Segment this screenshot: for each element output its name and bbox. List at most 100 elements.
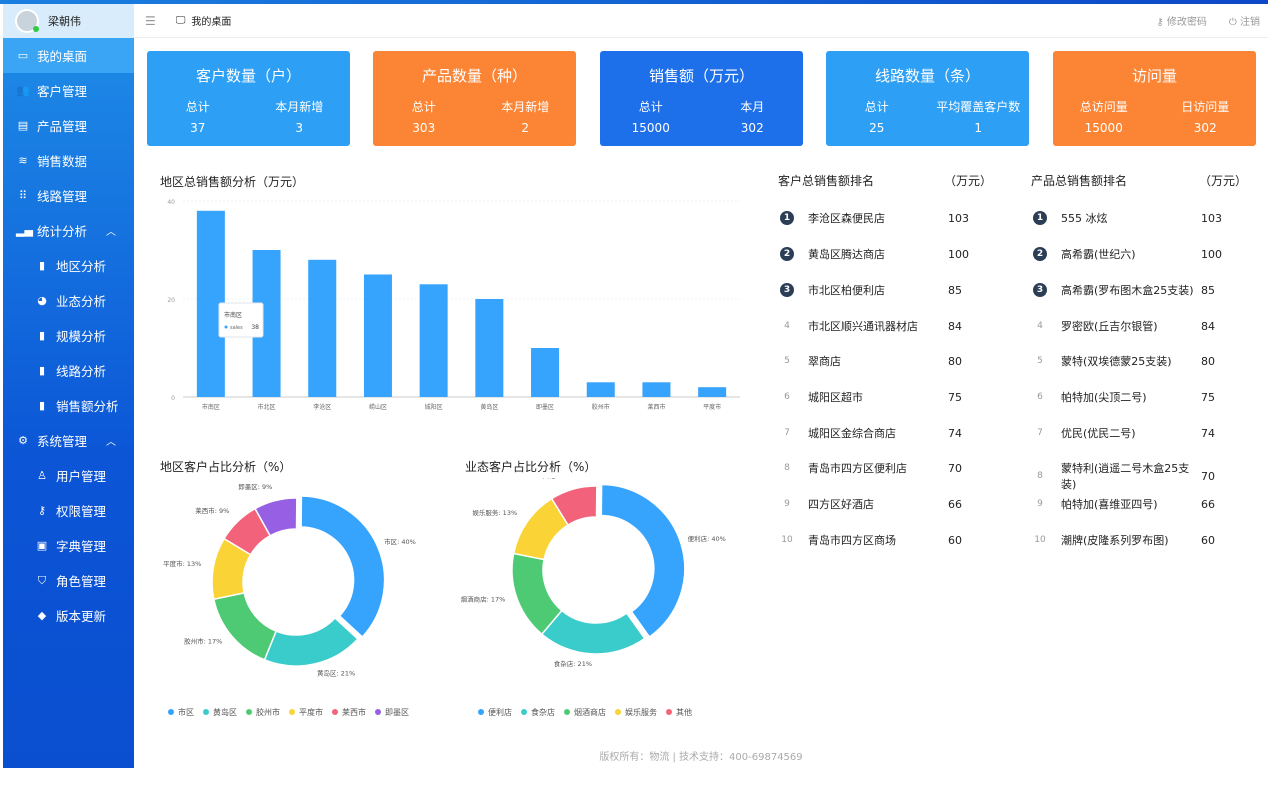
breadcrumb[interactable]: 🖵 我的桌面 bbox=[176, 13, 232, 28]
donut-slice[interactable] bbox=[254, 497, 298, 537]
donut-slice[interactable] bbox=[300, 495, 386, 639]
change-password-label: 修改密码 bbox=[1166, 17, 1207, 28]
bar[interactable] bbox=[363, 274, 392, 398]
donut-slice[interactable] bbox=[550, 485, 598, 527]
legend-item[interactable]: 黄岛区 bbox=[203, 707, 237, 718]
legend-dot-icon bbox=[666, 709, 672, 715]
x-tick-label: 即墨区 bbox=[536, 404, 554, 411]
legend-item[interactable]: 食杂店 bbox=[521, 707, 555, 718]
ranking-row[interactable]: 8 蒙特利(逍遥二号木盒25支装) 70 bbox=[1031, 460, 1251, 492]
stat-card: 产品数量（种） 总计 本月新增 303 2 bbox=[373, 51, 576, 146]
sidebar-item[interactable]: ⠿ 线路管理 bbox=[3, 178, 134, 213]
rank-name: 城阳区超市 bbox=[808, 391, 863, 404]
ranking-row[interactable]: 2 黄岛区腾达商店 100 bbox=[778, 246, 998, 262]
card-value: 3 bbox=[295, 121, 304, 135]
sidebar-item[interactable]: ⚷ 权限管理 bbox=[3, 493, 134, 528]
sidebar-item[interactable]: ▮ 销售额分析 bbox=[3, 388, 134, 423]
legend-item[interactable]: 便利店 bbox=[478, 707, 512, 718]
hamburger-menu-icon[interactable]: ☰ bbox=[145, 13, 156, 28]
ranking-row[interactable]: 1 555 冰炫 103 bbox=[1031, 210, 1251, 226]
rank-name: 黄岛区腾达商店 bbox=[808, 248, 885, 261]
sidebar-item-label: 版本更新 bbox=[56, 609, 107, 624]
rank-name: 四方区好酒店 bbox=[808, 498, 874, 511]
slice-label: 黄岛区: 21% bbox=[317, 669, 355, 678]
slice-label: 市区: 40% bbox=[384, 537, 416, 546]
sidebar-item[interactable]: ♙ 用户管理 bbox=[3, 458, 134, 493]
legend-label: 便利店 bbox=[488, 708, 512, 717]
user-profile[interactable]: 梁朝伟 bbox=[3, 4, 134, 38]
y-tick-label: 40 bbox=[167, 199, 175, 206]
sidebar-item-label: 我的桌面 bbox=[37, 49, 88, 64]
bar[interactable] bbox=[698, 387, 727, 397]
slice-label: 烟酒商店: 17% bbox=[461, 595, 506, 604]
slice-label: 胶州市: 17% bbox=[184, 637, 222, 646]
rank-name: 蒙特(双埃德蒙25支装) bbox=[1061, 355, 1172, 368]
rank-number: 10 bbox=[1034, 535, 1046, 545]
sidebar-item[interactable]: ≋ 销售数据 bbox=[3, 143, 134, 178]
sidebar-item[interactable]: ▣ 字典管理 bbox=[3, 528, 134, 563]
ranking-row[interactable]: 3 市北区柏便利店 85 bbox=[778, 282, 998, 298]
sidebar-item[interactable]: ◆ 版本更新 bbox=[3, 598, 134, 633]
ranking-row[interactable]: 3 高希霸(罗布图木盒25支装) 85 bbox=[1031, 282, 1251, 298]
top-accent-bar bbox=[0, 0, 1268, 4]
logout-label: 注销 bbox=[1240, 17, 1260, 28]
sidebar-item[interactable]: ▭ 我的桌面 bbox=[3, 38, 134, 73]
sidebar-item[interactable]: 👥 客户管理 bbox=[3, 73, 134, 108]
bar[interactable] bbox=[586, 382, 615, 397]
ranking-row[interactable]: 10 青岛市四方区商场 60 bbox=[778, 532, 998, 548]
bar[interactable] bbox=[475, 299, 504, 397]
rank-number: 1 bbox=[780, 211, 794, 225]
legend-item[interactable]: 市区 bbox=[168, 707, 194, 718]
rank-value: 100 bbox=[1201, 247, 1222, 261]
ranking-row[interactable]: 9 四方区好酒店 66 bbox=[778, 496, 998, 512]
ranking-row[interactable]: 5 蒙特(双埃德蒙25支装) 80 bbox=[1031, 353, 1251, 369]
ranking-row[interactable]: 7 城阳区金综合商店 74 bbox=[778, 425, 998, 441]
ranking-row[interactable]: 8 青岛市四方区便利店 70 bbox=[778, 460, 998, 476]
ranking-row[interactable]: 2 高希霸(世纪六) 100 bbox=[1031, 246, 1251, 262]
ranking-row[interactable]: 10 潮牌(皮隆系列罗布图) 60 bbox=[1031, 532, 1251, 548]
bar[interactable] bbox=[308, 259, 337, 397]
sidebar-item-label: 系统管理 bbox=[37, 434, 88, 449]
bar[interactable] bbox=[531, 348, 560, 397]
sidebar-item[interactable]: ⛉ 角色管理 bbox=[3, 563, 134, 598]
ranking-row[interactable]: 9 帕特加(喜维亚四号) 66 bbox=[1031, 496, 1251, 512]
donut-slice[interactable] bbox=[263, 616, 359, 667]
sidebar-item[interactable]: ▮ 线路分析 bbox=[3, 353, 134, 388]
sidebar-item-label: 权限管理 bbox=[56, 504, 107, 519]
sidebar-item[interactable]: ◕ 业态分析 bbox=[3, 283, 134, 318]
rank-name: 555 冰炫 bbox=[1061, 212, 1108, 225]
legend-item[interactable]: 平度市 bbox=[289, 707, 323, 718]
bar[interactable] bbox=[419, 284, 448, 397]
legend-label: 市区 bbox=[178, 708, 194, 717]
ranking-row[interactable]: 6 城阳区超市 75 bbox=[778, 389, 998, 405]
logout-link[interactable]: ⏻ 注销 bbox=[1229, 13, 1260, 28]
sidebar-item[interactable]: ▂▄ 统计分析 ︿ bbox=[3, 213, 134, 248]
legend-item[interactable]: 娱乐服务 bbox=[615, 707, 657, 718]
rank-number: 7 bbox=[784, 428, 790, 438]
legend-item[interactable]: 莱西市 bbox=[332, 707, 366, 718]
legend-item[interactable]: 烟酒商店 bbox=[564, 707, 606, 718]
bar[interactable] bbox=[642, 382, 671, 397]
sidebar-item[interactable]: ▮ 地区分析 bbox=[3, 248, 134, 283]
slice-label: 食杂店: 21% bbox=[554, 659, 592, 668]
svg-text:38: 38 bbox=[251, 324, 259, 331]
legend-item[interactable]: 即墨区 bbox=[375, 707, 409, 718]
donut-slice[interactable] bbox=[600, 483, 686, 638]
ranking-row[interactable]: 4 罗密欧(丘吉尔银管) 84 bbox=[1031, 318, 1251, 334]
sidebar-item[interactable]: ▮ 规模分析 bbox=[3, 318, 134, 353]
ranking-row[interactable]: 6 帕特加(尖顶二号) 75 bbox=[1031, 389, 1251, 405]
ranking-row[interactable]: 7 优民(优民二号) 74 bbox=[1031, 425, 1251, 441]
change-password-link[interactable]: ⚷ 修改密码 bbox=[1156, 13, 1207, 28]
sidebar-item[interactable]: ⚙ 系统管理 ︿ bbox=[3, 423, 134, 458]
sidebar-item[interactable]: ▤ 产品管理 bbox=[3, 108, 134, 143]
x-tick-label: 莱西市 bbox=[647, 403, 665, 411]
chevron-up-icon[interactable]: ︿ bbox=[106, 437, 116, 448]
legend-label: 黄岛区 bbox=[213, 708, 237, 717]
ranking-row[interactable]: 4 市北区顺兴通讯器材店 84 bbox=[778, 318, 998, 334]
legend-item[interactable]: 其他 bbox=[666, 707, 692, 718]
ranking-row[interactable]: 1 李沧区森便民店 103 bbox=[778, 210, 998, 226]
donut-slice[interactable] bbox=[212, 591, 278, 661]
chevron-up-icon[interactable]: ︿ bbox=[106, 227, 116, 238]
legend-item[interactable]: 胶州市 bbox=[246, 707, 280, 718]
ranking-row[interactable]: 5 翠商店 80 bbox=[778, 353, 998, 369]
